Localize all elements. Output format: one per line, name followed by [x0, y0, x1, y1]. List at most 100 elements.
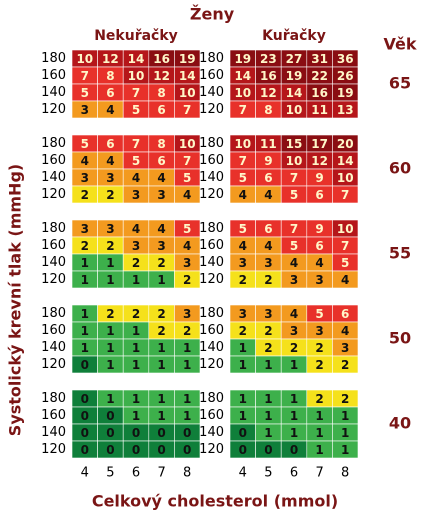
risk-value: 2	[183, 324, 191, 338]
risk-value: 0	[81, 409, 89, 423]
risk-value: 10	[179, 137, 196, 151]
risk-value: 7	[183, 154, 191, 168]
risk-value: 5	[183, 222, 191, 236]
risk-value: 1	[106, 392, 114, 406]
bp-label: 160	[199, 408, 224, 423]
risk-value: 6	[264, 171, 272, 185]
risk-value: 1	[264, 409, 272, 423]
risk-value: 3	[183, 256, 191, 270]
risk-value: 10	[234, 86, 251, 100]
title: Ženy	[190, 5, 235, 24]
risk-value: 3	[341, 341, 349, 355]
risk-value: 2	[157, 307, 165, 321]
risk-value: 1	[183, 392, 191, 406]
risk-value: 4	[106, 103, 114, 117]
cholesterol-label: 4	[239, 466, 247, 481]
bp-label: 120	[41, 102, 66, 117]
bp-label: 180	[41, 51, 66, 66]
risk-value: 6	[341, 307, 349, 321]
bp-label: 120	[41, 442, 66, 457]
risk-value: 1	[132, 392, 140, 406]
risk-value: 9	[264, 154, 272, 168]
risk-value: 3	[106, 171, 114, 185]
risk-value: 0	[81, 392, 89, 406]
bp-label: 140	[41, 85, 66, 100]
risk-value: 1	[183, 358, 191, 372]
bp-label: 120	[199, 357, 224, 372]
risk-value: 2	[132, 256, 140, 270]
risk-value: 1	[157, 409, 165, 423]
risk-value: 2	[81, 188, 89, 202]
bp-label: 180	[199, 306, 224, 321]
risk-value: 4	[106, 154, 114, 168]
risk-value: 1	[81, 256, 89, 270]
risk-value: 6	[157, 103, 165, 117]
risk-value: 12	[311, 154, 328, 168]
risk-value: 19	[286, 69, 303, 83]
y-label: Systolický krevní tlak (mmHg)	[6, 164, 25, 436]
risk-value: 16	[153, 52, 170, 66]
bp-label: 160	[199, 153, 224, 168]
risk-value: 12	[102, 52, 119, 66]
x-label: Celkový cholesterol (mmol)	[92, 492, 338, 511]
risk-value: 7	[132, 137, 140, 151]
risk-value: 0	[132, 426, 140, 440]
risk-value: 13	[337, 103, 354, 117]
risk-cell	[332, 355, 359, 374]
age-label: 60	[389, 159, 411, 178]
risk-value: 3	[264, 256, 272, 270]
risk-value: 5	[290, 239, 298, 253]
risk-value: 2	[81, 239, 89, 253]
risk-value: 6	[315, 239, 323, 253]
risk-value: 22	[311, 69, 328, 83]
risk-value: 5	[132, 103, 140, 117]
risk-value: 1	[315, 443, 323, 457]
risk-value: 5	[81, 86, 89, 100]
risk-value: 0	[157, 443, 165, 457]
risk-value: 1	[239, 341, 247, 355]
risk-value: 9	[315, 171, 323, 185]
risk-value: 1	[81, 307, 89, 321]
age-label: 55	[389, 244, 411, 263]
risk-value: 1	[239, 409, 247, 423]
bp-label: 180	[41, 136, 66, 151]
risk-value: 4	[315, 256, 323, 270]
risk-value: 4	[239, 239, 247, 253]
risk-value: 3	[290, 324, 298, 338]
age-label: 40	[389, 414, 411, 433]
bp-label: 160	[199, 68, 224, 83]
risk-value: 11	[260, 137, 277, 151]
risk-value: 5	[290, 188, 298, 202]
risk-value: 15	[286, 137, 303, 151]
risk-value: 1	[106, 341, 114, 355]
bp-label: 120	[199, 102, 224, 117]
bp-label: 120	[41, 357, 66, 372]
risk-value: 10	[179, 86, 196, 100]
risk-value: 0	[81, 426, 89, 440]
bp-label: 160	[199, 238, 224, 253]
age-label: 65	[389, 74, 411, 93]
risk-value: 1	[106, 358, 114, 372]
risk-cell	[174, 185, 201, 204]
bp-label: 160	[199, 323, 224, 338]
risk-value: 1	[264, 426, 272, 440]
bp-label: 140	[41, 255, 66, 270]
risk-value: 2	[315, 341, 323, 355]
bp-label: 160	[41, 153, 66, 168]
risk-value: 0	[183, 426, 191, 440]
risk-value: 7	[132, 86, 140, 100]
risk-value: 0	[106, 426, 114, 440]
risk-value: 14	[128, 52, 145, 66]
bp-label: 160	[41, 408, 66, 423]
risk-value: 8	[157, 86, 165, 100]
risk-value: 4	[157, 222, 165, 236]
bp-label: 180	[41, 221, 66, 236]
risk-value: 4	[341, 324, 349, 338]
risk-value: 11	[311, 103, 328, 117]
bp-label: 140	[199, 170, 224, 185]
risk-value: 3	[132, 188, 140, 202]
risk-value: 2	[290, 341, 298, 355]
risk-value: 12	[153, 69, 170, 83]
risk-value: 2	[157, 256, 165, 270]
risk-value: 5	[341, 256, 349, 270]
